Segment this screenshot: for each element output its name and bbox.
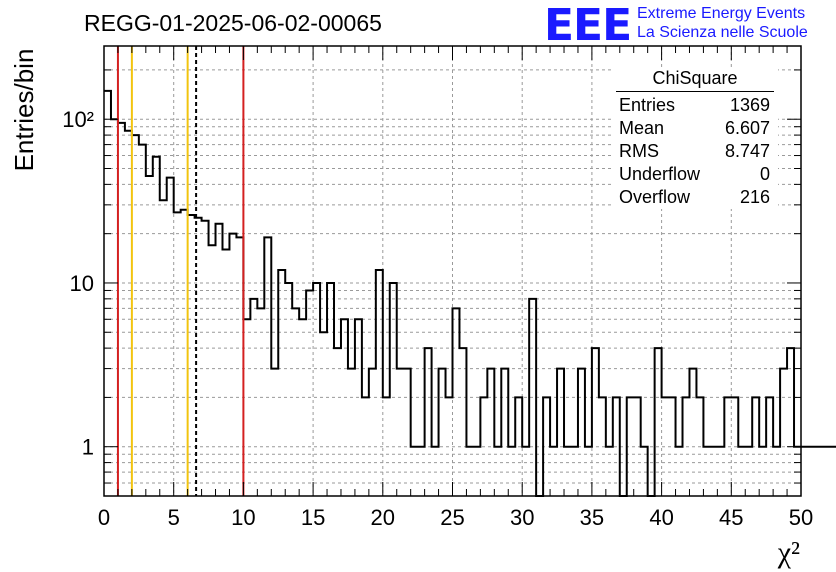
y-tick-label: 10 bbox=[70, 271, 94, 296]
x-tick-label: 0 bbox=[98, 505, 110, 530]
x-tick-label: 15 bbox=[301, 505, 325, 530]
x-tick-label: 35 bbox=[580, 505, 604, 530]
stats-title: ChiSquare bbox=[616, 68, 774, 92]
x-tick-label: 5 bbox=[168, 505, 180, 530]
stats-row-rms: RMS 8.747 bbox=[612, 140, 778, 163]
x-tick-label: 25 bbox=[440, 505, 464, 530]
stats-label: Overflow bbox=[619, 187, 691, 207]
stats-value: 216 bbox=[739, 187, 770, 207]
logo-mark: EEE bbox=[544, 0, 632, 51]
logo-line-2: La Scienza nelle Scuole bbox=[637, 24, 808, 41]
x-tick-label: 50 bbox=[789, 505, 813, 530]
stats-label: Underflow bbox=[619, 164, 701, 184]
stats-label: RMS bbox=[619, 141, 659, 161]
histogram-outline bbox=[104, 89, 836, 497]
y-tick-label: 10² bbox=[62, 107, 94, 132]
axes: 0 5 10 15 20 25 30 35 40 45 50 1 10 10² bbox=[62, 45, 813, 530]
stats-label: Mean bbox=[619, 118, 665, 138]
y-axis-label: Entries/bin bbox=[9, 49, 39, 172]
x-tick-label: 40 bbox=[649, 505, 673, 530]
stats-row-overflow: Overflow 216 bbox=[612, 186, 778, 209]
stats-row-mean: Mean 6.607 bbox=[612, 117, 778, 140]
logo-line-1: Extreme Energy Events bbox=[637, 5, 806, 22]
stats-value: 1369 bbox=[729, 95, 770, 115]
stats-value: 0 bbox=[759, 164, 770, 184]
x-tick-label: 10 bbox=[231, 505, 255, 530]
x-tick-label: 20 bbox=[371, 505, 395, 530]
y-tick-label: 1 bbox=[82, 435, 94, 460]
eee-logo: EEE Extreme Energy Events La Scienza nel… bbox=[544, 0, 834, 51]
chart-title: REGG-01-2025-06-02-00065 bbox=[84, 10, 382, 36]
x-tick-label: 45 bbox=[719, 505, 743, 530]
stats-row-entries: Entries 1369 bbox=[612, 94, 778, 117]
stats-value: 6.607 bbox=[724, 118, 770, 138]
stats-value: 8.747 bbox=[724, 141, 770, 161]
histogram-bars bbox=[104, 89, 836, 497]
stats-label: Entries bbox=[619, 95, 676, 115]
stats-row-underflow: Underflow 0 bbox=[612, 163, 778, 186]
marker-lines bbox=[116, 46, 245, 496]
x-axis-label: χ² bbox=[777, 536, 800, 569]
stats-box: ChiSquare Entries 1369 Mean 6.607 RMS 8.… bbox=[612, 68, 778, 209]
x-tick-label: 30 bbox=[510, 505, 534, 530]
